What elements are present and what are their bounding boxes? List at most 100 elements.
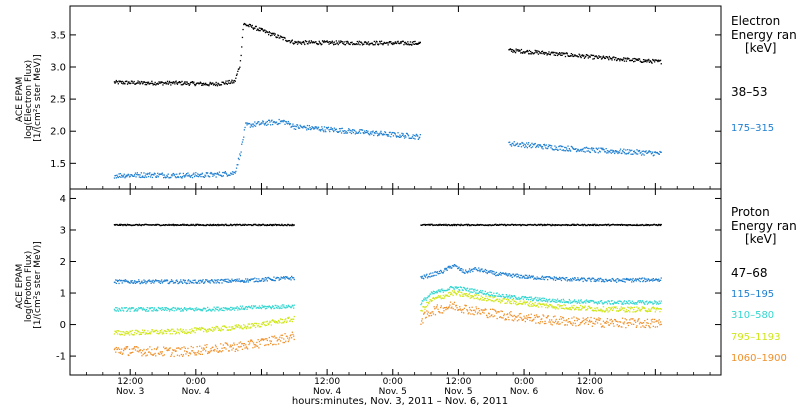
- proton-point: [545, 322, 547, 325]
- electron-point: [600, 147, 602, 149]
- electron-point: [585, 55, 587, 58]
- proton-point: [192, 308, 194, 310]
- proton-point: [170, 224, 172, 226]
- electron-point: [288, 122, 290, 124]
- proton-point: [466, 223, 468, 226]
- proton-point: [437, 290, 439, 292]
- proton-point: [540, 278, 542, 280]
- proton-point: [575, 300, 578, 303]
- electron-point: [356, 43, 358, 45]
- proton-point: [195, 281, 197, 283]
- proton-point: [596, 223, 598, 226]
- proton-point: [209, 329, 211, 331]
- electron-point: [115, 79, 117, 82]
- proton-point: [236, 278, 238, 280]
- proton-point: [507, 274, 509, 276]
- electron-point: [644, 59, 646, 61]
- proton-point: [453, 291, 455, 293]
- proton-point: [501, 317, 503, 319]
- proton-point: [474, 267, 477, 269]
- proton-point: [134, 282, 137, 284]
- electron-point: [640, 61, 643, 63]
- proton-point: [242, 328, 244, 330]
- proton-point: [470, 310, 473, 312]
- electron-point: [325, 41, 327, 43]
- proton-point: [561, 305, 563, 307]
- proton-point: [502, 272, 504, 274]
- electron-point: [308, 128, 310, 130]
- proton-point: [271, 335, 273, 338]
- proton-point: [264, 344, 266, 347]
- proton-point: [468, 224, 471, 227]
- electron-point: [640, 154, 643, 156]
- proton-point: [128, 348, 131, 350]
- electron-point: [218, 174, 220, 176]
- proton-point: [594, 307, 596, 309]
- proton-point: [533, 278, 535, 280]
- electron-point: [528, 53, 530, 55]
- electron-point: [577, 56, 579, 58]
- electron-point: [165, 81, 167, 84]
- proton-point: [161, 333, 163, 335]
- proton-point: [477, 270, 479, 272]
- proton-point: [420, 310, 422, 312]
- proton-point: [628, 322, 630, 324]
- proton-point: [566, 277, 568, 279]
- proton-point: [140, 281, 142, 283]
- proton-point: [442, 312, 444, 314]
- proton-point: [646, 311, 649, 313]
- proton-point: [549, 319, 551, 321]
- proton-point: [644, 224, 647, 226]
- proton-point: [621, 302, 624, 304]
- proton-point: [659, 311, 661, 313]
- proton-legend-item: 310–580: [731, 310, 774, 321]
- proton-point: [535, 305, 537, 307]
- electron-point: [400, 135, 402, 137]
- electron-point: [317, 127, 319, 129]
- proton-point: [506, 224, 508, 226]
- proton-point: [200, 351, 202, 353]
- proton-point: [535, 322, 537, 324]
- proton-point: [140, 282, 142, 285]
- proton-point: [616, 223, 618, 226]
- electron-point: [367, 41, 370, 43]
- proton-point: [205, 224, 207, 227]
- proton-point: [273, 335, 276, 337]
- proton-point: [494, 299, 496, 302]
- electron-legend-title-line-2: Energy ran: [731, 28, 797, 42]
- proton-point: [140, 333, 142, 335]
- proton-point: [230, 224, 232, 226]
- proton-point: [476, 313, 479, 315]
- proton-point: [234, 279, 236, 281]
- proton-point: [179, 224, 181, 226]
- proton-point: [595, 310, 597, 312]
- proton-point: [522, 224, 524, 226]
- proton-point: [181, 281, 183, 283]
- proton-point: [480, 291, 482, 293]
- electron-point: [157, 176, 159, 178]
- proton-point: [539, 297, 541, 299]
- proton-point: [153, 353, 155, 355]
- proton-point: [537, 277, 540, 279]
- electron-point: [138, 82, 140, 84]
- proton-point: [166, 330, 168, 333]
- electron-point: [656, 151, 658, 154]
- electron-point: [398, 136, 400, 138]
- proton-point: [469, 291, 471, 293]
- proton-point: [203, 330, 205, 333]
- proton-point: [499, 295, 502, 297]
- electron-point: [635, 151, 637, 154]
- electron-point: [574, 148, 576, 150]
- proton-point: [274, 320, 276, 322]
- proton-point: [198, 279, 200, 282]
- electron-point: [513, 141, 515, 143]
- electron-point: [608, 150, 610, 152]
- proton-point: [441, 297, 443, 299]
- proton-point: [428, 224, 430, 226]
- proton-point: [491, 308, 494, 310]
- proton-point: [630, 302, 632, 304]
- electron-point: [143, 81, 145, 83]
- proton-point: [463, 271, 465, 273]
- proton-point: [523, 296, 525, 298]
- proton-point: [292, 318, 294, 320]
